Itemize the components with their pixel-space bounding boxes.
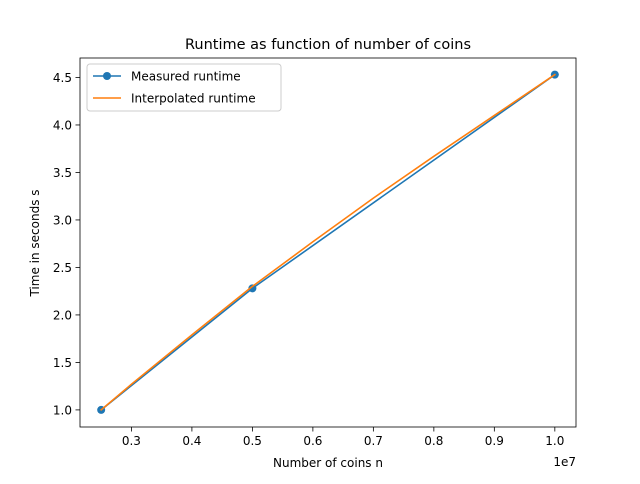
legend: Measured runtime Interpolated runtime: [86, 63, 282, 112]
series-layer: [97, 70, 559, 414]
y-tick-label: 3.5: [53, 166, 72, 180]
y-tick-label: 3.0: [53, 213, 72, 227]
y-tick-label: 1.0: [53, 403, 72, 417]
x-tick-label: 0.4: [182, 434, 201, 448]
legend-items: Measured runtime Interpolated runtime: [93, 70, 256, 106]
y-tick-label: 2.0: [53, 308, 72, 322]
x-tick-label: 0.8: [424, 434, 443, 448]
x-tick-label: 0.5: [243, 434, 262, 448]
x-axis-label: Number of coins n: [273, 456, 383, 470]
plot-frame: [79, 57, 577, 428]
x-tick-label: 0.9: [485, 434, 504, 448]
legend-label-2: Interpolated runtime: [131, 92, 256, 106]
x-axis: 0.3 0.4 0.5 0.6 0.7 0.8 0.9 1.0: [122, 427, 564, 448]
data-point: [248, 284, 257, 293]
x-tick-label: 1.0: [545, 434, 564, 448]
series-line-2: [100, 73, 556, 412]
legend-box: [86, 63, 282, 112]
legend-label-1: Measured runtime: [131, 70, 241, 84]
y-axis-label: Time in seconds s: [28, 189, 42, 297]
x-tick-label: 0.7: [364, 434, 383, 448]
y-tick-label: 4.0: [53, 118, 72, 132]
y-axis: 1.0 1.5 2.0 2.5 3.0 3.5 4.0 4.5: [53, 71, 80, 417]
y-tick-label: 2.5: [53, 261, 72, 275]
y-tick-label: 1.5: [53, 356, 72, 370]
legend-marker-1: [103, 72, 111, 80]
y-tick-label: 4.5: [53, 71, 72, 85]
x-tick-label: 0.3: [122, 434, 141, 448]
x-tick-label: 0.6: [303, 434, 322, 448]
plot-area: 0.3 0.4 0.5 0.6 0.7 0.8 0.9 1.0 1.0 1.5 2.0 2.5 3.0…: [53, 57, 577, 448]
chart-title: Runtime as function of number of coins: [185, 37, 471, 53]
x-axis-offset-label: 1e7: [553, 455, 576, 469]
